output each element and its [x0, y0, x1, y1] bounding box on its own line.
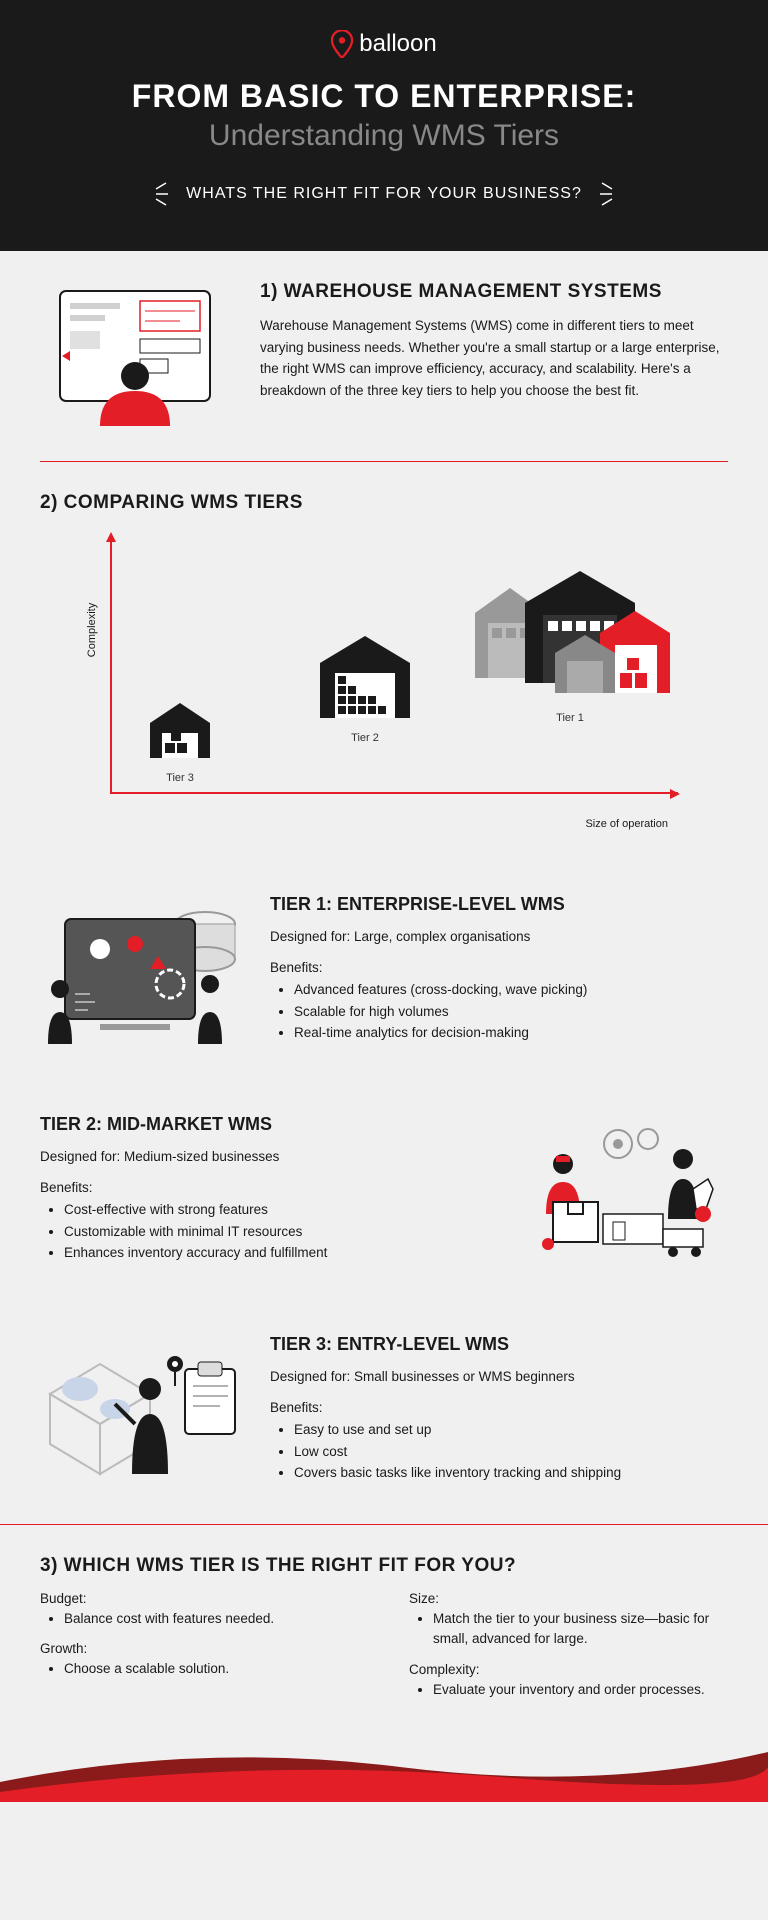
section-intro: 1) WAREHOUSE MANAGEMENT SYSTEMS Warehous…	[0, 251, 768, 461]
tier-2-title: TIER 2: MID-MARKET WMS	[40, 1114, 498, 1135]
tier-1-illustration	[40, 894, 250, 1054]
tier-3-title: TIER 3: ENTRY-LEVEL WMS	[270, 1334, 728, 1355]
list-item: Covers basic tasks like inventory tracki…	[294, 1462, 728, 1484]
fit-left-col: Budget: Balance cost with features neede…	[40, 1591, 359, 1712]
tier-3-block: TIER 3: ENTRY-LEVEL WMS Designed for: Sm…	[0, 1304, 768, 1524]
tier-2-content: TIER 2: MID-MARKET WMS Designed for: Med…	[40, 1114, 498, 1264]
brand-name: balloon	[359, 30, 436, 58]
warehouse-small-icon	[140, 693, 220, 763]
wave-icon	[0, 1732, 768, 1802]
warehouse-medium-icon	[310, 628, 420, 723]
tier-2-benefits-list: Cost-effective with strong features Cust…	[40, 1199, 498, 1264]
section-comparing: 2) COMPARING WMS TIERS Complexity Size o…	[0, 462, 768, 864]
fit-complexity-label: Complexity:	[409, 1662, 728, 1677]
list-item: Easy to use and set up	[294, 1419, 728, 1441]
tier-3-label: Tier 3	[140, 772, 220, 784]
tier-1-designed: Designed for: Large, complex organisatio…	[270, 929, 728, 944]
y-arrow-icon	[106, 532, 116, 542]
fit-budget-label: Budget:	[40, 1591, 359, 1606]
list-item: Balance cost with features needed.	[64, 1609, 359, 1629]
list-item: Match the tier to your business size—bas…	[433, 1609, 728, 1650]
chart-tier-1: Tier 1	[470, 563, 670, 724]
page-header: balloon FROM BASIC TO ENTERPRISE: Unders…	[0, 0, 768, 251]
section-1-text: Warehouse Management Systems (WMS) come …	[260, 315, 728, 401]
brand-logo: balloon	[40, 30, 728, 58]
tier-3-benefits-label: Benefits:	[270, 1400, 728, 1415]
tier-2-block: TIER 2: MID-MARKET WMS Designed for: Med…	[0, 1084, 768, 1304]
tier-1-title: TIER 1: ENTERPRISE-LEVEL WMS	[270, 894, 728, 915]
fit-right-col: Size: Match the tier to your business si…	[409, 1591, 728, 1712]
tier-2-label: Tier 2	[310, 732, 420, 744]
tier-1-block: TIER 1: ENTERPRISE-LEVEL WMS Designed fo…	[0, 864, 768, 1084]
section-3-title: 3) WHICH WMS TIER IS THE RIGHT FIT FOR Y…	[40, 1555, 728, 1577]
chart-tier-3: Tier 3	[140, 693, 220, 784]
tier-3-content: TIER 3: ENTRY-LEVEL WMS Designed for: Sm…	[270, 1334, 728, 1484]
list-item: Scalable for high volumes	[294, 1001, 728, 1023]
balloon-pin-icon	[331, 30, 353, 58]
x-axis-label: Size of operation	[585, 818, 668, 830]
tier-1-content: TIER 1: ENTERPRISE-LEVEL WMS Designed fo…	[270, 894, 728, 1044]
list-item: Evaluate your inventory and order proces…	[433, 1680, 728, 1700]
burst-right-icon	[596, 177, 630, 211]
tier-3-benefits-list: Easy to use and set up Low cost Covers b…	[270, 1419, 728, 1484]
tier-1-benefits-label: Benefits:	[270, 960, 728, 975]
list-item: Advanced features (cross-docking, wave p…	[294, 979, 728, 1001]
subtitle-container: WHATS THE RIGHT FIT FOR YOUR BUSINESS?	[40, 177, 728, 211]
section-2-title: 2) COMPARING WMS TIERS	[40, 492, 728, 514]
tier-chart: Complexity Size of operation Tier 3	[110, 534, 678, 824]
y-axis	[110, 534, 112, 794]
section-intro-content: 1) WAREHOUSE MANAGEMENT SYSTEMS Warehous…	[260, 281, 728, 401]
main-title-line2: Understanding WMS Tiers	[40, 119, 728, 153]
list-item: Enhances inventory accuracy and fulfillm…	[64, 1242, 498, 1264]
warehouse-large-icon	[470, 563, 670, 703]
section-right-fit: 3) WHICH WMS TIER IS THE RIGHT FIT FOR Y…	[0, 1524, 768, 1732]
tier-2-illustration	[518, 1114, 728, 1274]
list-item: Low cost	[294, 1441, 728, 1463]
y-axis-label: Complexity	[86, 603, 98, 657]
fit-columns: Budget: Balance cost with features neede…	[40, 1591, 728, 1712]
chart-tier-2: Tier 2	[310, 628, 420, 744]
main-title-line1: FROM BASIC TO ENTERPRISE:	[40, 78, 728, 115]
list-item: Choose a scalable solution.	[64, 1659, 359, 1679]
person-screen-illustration	[40, 281, 230, 431]
list-item: Real-time analytics for decision-making	[294, 1022, 728, 1044]
x-axis	[110, 792, 678, 794]
burst-left-icon	[138, 177, 172, 211]
tier-1-benefits-list: Advanced features (cross-docking, wave p…	[270, 979, 728, 1044]
tier-1-label: Tier 1	[470, 712, 670, 724]
tier-2-designed: Designed for: Medium-sized businesses	[40, 1149, 498, 1164]
tier-2-benefits-label: Benefits:	[40, 1180, 498, 1195]
section-1-title: 1) WAREHOUSE MANAGEMENT SYSTEMS	[260, 281, 728, 303]
tier-3-designed: Designed for: Small businesses or WMS be…	[270, 1369, 728, 1384]
fit-size-label: Size:	[409, 1591, 728, 1606]
x-arrow-icon	[670, 789, 680, 799]
list-item: Cost-effective with strong features	[64, 1199, 498, 1221]
fit-growth-label: Growth:	[40, 1641, 359, 1656]
subtitle-text: WHATS THE RIGHT FIT FOR YOUR BUSINESS?	[186, 183, 582, 205]
footer-wave	[0, 1732, 768, 1802]
list-item: Customizable with minimal IT resources	[64, 1221, 498, 1243]
tier-3-illustration	[40, 1334, 250, 1494]
